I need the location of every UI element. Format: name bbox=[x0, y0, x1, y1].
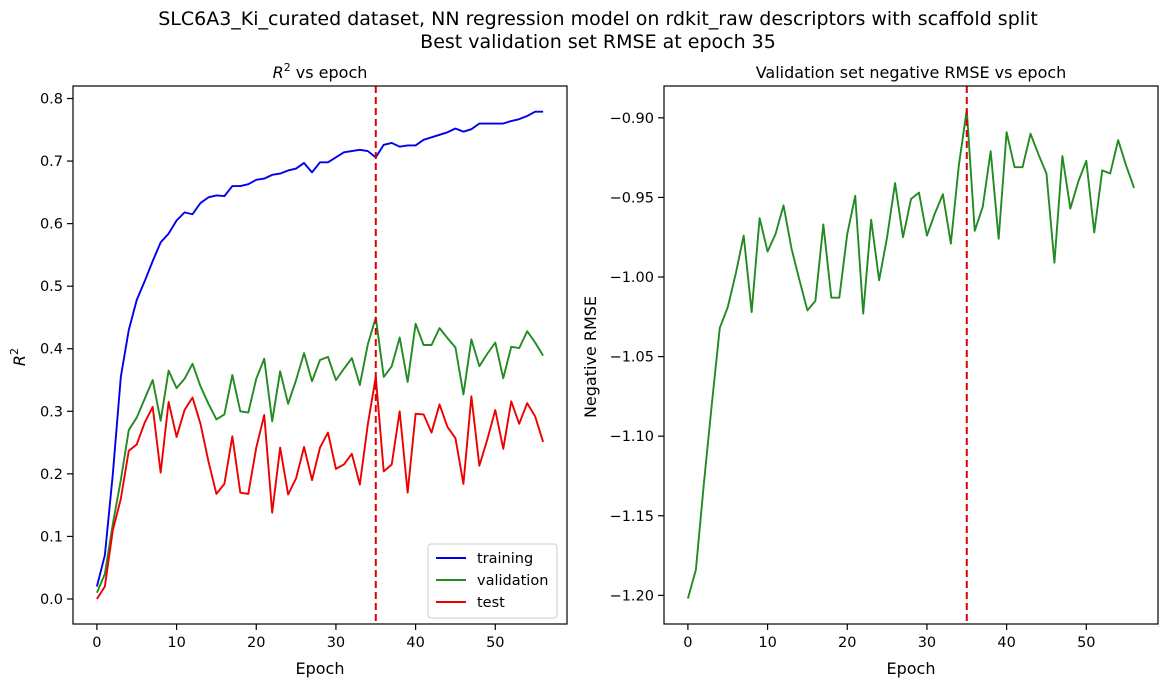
rmse-y-tick-label: −1.10 bbox=[610, 429, 654, 445]
rmse-x-tick-label: 0 bbox=[683, 635, 692, 651]
legend-label-test: test bbox=[477, 595, 505, 611]
r2-x-tick-label: 0 bbox=[92, 635, 101, 651]
r2-chart-panel: R2 vs epoch 0 10 20 30 40 500.00.10.20.30.40.… bbox=[8, 61, 568, 678]
legend-label-training: training bbox=[477, 551, 533, 567]
r2-y-axis-label: R2 bbox=[8, 348, 29, 366]
rmse-axis-ticks: 0 10 20 30 40 50 −1.20 −1.15 −1.10 −1.05 −1.00 −0.9… bbox=[610, 111, 1096, 651]
rmse-y-tick-label: −1.00 bbox=[610, 270, 654, 286]
rmse-x-tick-label: 40 bbox=[997, 635, 1015, 651]
r2-x-axis-label: Epoch bbox=[296, 659, 345, 678]
r2-y-tick-label: 0.7 bbox=[40, 154, 63, 170]
r2-title-symbol: R bbox=[273, 63, 284, 82]
rmse-x-axis-label: Epoch bbox=[887, 659, 936, 678]
rmse-y-tick-label: −0.90 bbox=[610, 111, 654, 127]
r2-y-tick-label: 0.0 bbox=[40, 592, 63, 608]
suptitle-line2: Best validation set RMSE at epoch 35 bbox=[420, 31, 776, 53]
r2-y-tick-label: 0.5 bbox=[40, 279, 63, 295]
rmse-series-lines bbox=[686, 108, 1135, 599]
r2-ylabel-superscript: 2 bbox=[8, 348, 21, 355]
legend: training validation test bbox=[427, 543, 558, 619]
rmse-y-tick-label: −0.95 bbox=[610, 190, 654, 206]
r2-x-tick-label: 10 bbox=[167, 635, 185, 651]
rmse-x-tick-label: 10 bbox=[758, 635, 776, 651]
rmse-x-tick-label: 30 bbox=[918, 635, 936, 651]
r2-x-tick-label: 50 bbox=[486, 635, 504, 651]
r2-validation-line bbox=[96, 316, 544, 594]
r2-y-tick-label: 0.8 bbox=[40, 92, 63, 108]
r2-y-tick-label: 0.4 bbox=[40, 342, 63, 358]
rmse-y-tick-label: −1.05 bbox=[610, 350, 654, 366]
r2-chart-title: R2 vs epoch bbox=[273, 61, 368, 82]
rmse-series-line bbox=[686, 108, 1135, 599]
r2-training-line bbox=[95, 110, 544, 587]
legend-label-validation: validation bbox=[477, 573, 548, 589]
r2-y-tick-label: 0.3 bbox=[40, 404, 63, 420]
r2-test-line bbox=[96, 375, 545, 600]
r2-plot-area bbox=[72, 85, 568, 625]
legend-box bbox=[427, 543, 558, 619]
r2-y-tick-label: 0.6 bbox=[40, 217, 63, 233]
r2-series-lines bbox=[95, 110, 545, 600]
r2-x-tick-label: 20 bbox=[247, 635, 265, 651]
rmse-x-tick-label: 50 bbox=[1077, 635, 1095, 651]
rmse-chart-title: Validation set negative RMSE vs epoch bbox=[756, 63, 1067, 82]
r2-x-tick-label: 30 bbox=[327, 635, 345, 651]
rmse-y-tick-label: −1.15 bbox=[610, 509, 654, 525]
r2-y-tick-label: 0.2 bbox=[40, 467, 63, 483]
r2-title-superscript: 2 bbox=[284, 61, 291, 74]
r2-x-tick-label: 40 bbox=[406, 635, 424, 651]
r2-axis-ticks: 0 10 20 30 40 50 0.0 0.1 0.2 0.3 0.4 0.5 0.6 0.7 0.8 bbox=[40, 92, 505, 651]
suptitle-line1: SLC6A3_Ki_curated dataset, NN regression… bbox=[158, 8, 1038, 30]
r2-ylabel-symbol: R bbox=[10, 355, 29, 366]
rmse-x-tick-label: 20 bbox=[838, 635, 856, 651]
r2-y-tick-label: 0.1 bbox=[40, 529, 63, 545]
rmse-chart-panel: Validation set negative RMSE vs epoch 0 1… bbox=[581, 63, 1159, 678]
rmse-y-axis-label: Negative RMSE bbox=[581, 296, 600, 418]
rmse-plot-area bbox=[663, 85, 1159, 625]
r2-title-rest: vs epoch bbox=[291, 63, 368, 82]
rmse-y-tick-label: −1.20 bbox=[610, 588, 654, 604]
